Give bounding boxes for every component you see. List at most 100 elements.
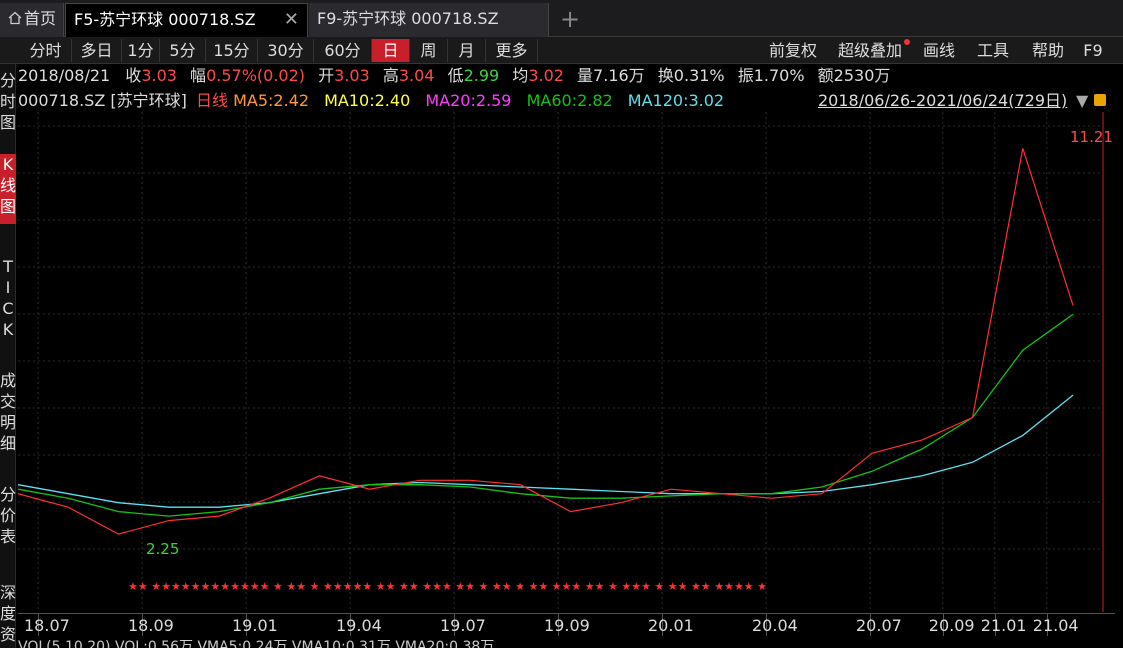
low-price-label: 2.25 [146, 540, 179, 558]
x-tick-label: 19.01 [232, 616, 278, 635]
period-button-1[interactable]: 多日 [72, 39, 122, 62]
x-tick-label: 19.07 [440, 616, 486, 635]
quote-date: 2018/08/21 [18, 66, 111, 85]
x-tick [1046, 614, 1048, 636]
x-tick [142, 614, 143, 636]
period-button-3[interactable]: 5分 [160, 39, 206, 62]
period-toolbar: 分时 多日 1分 5分 15分 30分 60分日周月更多 前复权 超级叠加 画线 工具 帮助 F9 [0, 37, 1123, 64]
close-label: 收 [125, 66, 142, 85]
tab-f5-quote[interactable]: F5-苏宁环球 000718.SZ ✕ [65, 3, 308, 37]
ma20-value: MA20:2.59 [425, 91, 512, 110]
toolbar-right-button-2[interactable]: 画线 [922, 41, 955, 60]
stock-name: [苏宁环球] [110, 91, 187, 110]
volume-label: 量 [577, 66, 594, 85]
close-icon[interactable]: ✕ [283, 9, 299, 30]
x-tick [942, 614, 944, 636]
tab-f9-info[interactable]: F9-苏宁环球 000718.SZ [309, 3, 549, 37]
ma60-value: MA60:2.82 [526, 91, 613, 110]
amplitude-value: 1.70% [753, 66, 805, 85]
sidebar-tab-5[interactable]: 深度资 [0, 583, 16, 644]
avg-value: 3.02 [528, 66, 564, 85]
tab-f5-label: F5-苏宁环球 000718.SZ [74, 10, 256, 29]
avg-label: 均 [512, 66, 529, 85]
dropdown-icon[interactable]: ▼ [1076, 91, 1089, 110]
change-value: 0.57%(0.02) [206, 66, 305, 85]
sidebar-tab-0[interactable]: 分时图 [0, 71, 16, 132]
x-tick-label: 19.04 [336, 616, 382, 635]
x-tick-label: 20.01 [648, 616, 694, 635]
low-label: 低 [447, 66, 464, 85]
x-tick [662, 614, 663, 636]
x-axis: 18.07 18.09 19.01 19.04 19.07 19.09 20.01 20.04… [18, 613, 1115, 637]
period-label: 日线 [195, 91, 228, 110]
x-tick-label: 18.07 [24, 616, 70, 635]
price-line [18, 148, 1074, 535]
tab-f9-label: F9-苏宁环球 000718.SZ [317, 9, 499, 28]
toolbar-right-button-1[interactable]: 超级叠加 [830, 39, 910, 62]
x-tick [350, 614, 351, 636]
tab-home-label: 首页 [24, 9, 57, 28]
open-label: 开 [318, 66, 335, 85]
amplitude-label: 振 [737, 66, 754, 85]
x-tick [558, 614, 559, 636]
x-tick-label: 20.04 [752, 616, 798, 635]
amount-label: 额 [817, 66, 834, 85]
open-value: 3.03 [334, 66, 370, 85]
period-button-8[interactable]: 周 [410, 39, 448, 62]
ma120-value: MA120:3.02 [627, 91, 725, 110]
x-tick-label: 21.04 [1032, 616, 1079, 635]
period-button-9[interactable]: 月 [448, 39, 486, 62]
signal-stars: ★★ ★★★★★★★★★★★★ ★ ★★ ★ ★★★★★ ★★ ★★ ★★★ ★… [128, 580, 767, 593]
volume-indicator-row: VOL(5,10,20) VOL:0.56万 VMA5:0.24万 VMA10:… [18, 639, 495, 648]
ma10-value: MA10:2.40 [324, 91, 411, 110]
high-price-label: 11.21 [1070, 128, 1113, 146]
x-tick-label: 18.09 [128, 616, 174, 635]
toolbar-right-button-4[interactable]: 帮助 [1031, 41, 1064, 60]
high-value: 3.04 [398, 66, 435, 85]
period-button-5[interactable]: 30分 [258, 39, 314, 62]
toolbar-right-button-5[interactable]: F9 [1083, 41, 1103, 60]
period-button-7[interactable]: 日 [372, 39, 410, 62]
x-tick-label: 20.09 [928, 616, 975, 635]
high-label: 高 [382, 66, 399, 85]
toolbar-right-button-0[interactable]: 前复权 [768, 41, 817, 60]
x-tick-label: 20.07 [856, 616, 902, 635]
add-tab-icon[interactable]: + [559, 5, 581, 33]
stock-code: 000718.SZ [18, 91, 106, 110]
period-button-4[interactable]: 15分 [206, 39, 258, 62]
period-button-10[interactable]: 更多 [486, 39, 538, 62]
ma-legend-row: 000718.SZ [苏宁环球] 日线 MA5:2.42 MA10:2.40 M… [18, 90, 1123, 112]
turnover-label: 换 [657, 66, 674, 85]
period-button-0[interactable]: 分时 [20, 39, 72, 62]
turnover-value: 0.31% [673, 66, 725, 85]
x-tick [38, 614, 39, 636]
close-value: 3.03 [141, 66, 177, 85]
period-button-2[interactable]: 1分 [122, 39, 160, 62]
sidebar-tab-4[interactable]: 分价表 [0, 485, 16, 546]
kline-chart[interactable]: 11.21 2.25 ★★ ★★★★★★★★★★★★ ★ ★★ ★ ★★★★★ ★★… [18, 112, 1115, 612]
sidebar-tab-3[interactable]: 成交明细 [0, 371, 16, 453]
x-tick [994, 614, 996, 636]
x-tick [870, 614, 871, 636]
toolbar-right-button-3[interactable]: 工具 [976, 41, 1009, 60]
ma120-line [18, 394, 1074, 508]
ma60-line [18, 313, 1074, 517]
x-tick [766, 614, 767, 636]
volume-value: 7.16万 [593, 66, 645, 85]
tab-home[interactable]: 首页 [0, 3, 64, 37]
x-tick [454, 614, 455, 636]
period-button-6[interactable]: 60分 [314, 39, 372, 62]
date-range[interactable]: 2018/06/26-2021/06/24(729日) [818, 91, 1068, 110]
lock-icon[interactable] [1094, 94, 1106, 106]
quote-info-row: 2018/08/21 收3.03 幅0.57%(0.02) 开3.03 高3.0… [18, 64, 1123, 88]
tab-bar: 首页 F5-苏宁环球 000718.SZ ✕ F9-苏宁环球 000718.SZ… [0, 0, 1123, 37]
x-tick-label: 19.09 [544, 616, 590, 635]
notification-dot-icon [904, 39, 910, 45]
amount-value: 2530万 [833, 66, 891, 85]
change-label: 幅 [190, 66, 207, 85]
low-value: 2.99 [463, 66, 500, 85]
x-tick [246, 614, 247, 636]
